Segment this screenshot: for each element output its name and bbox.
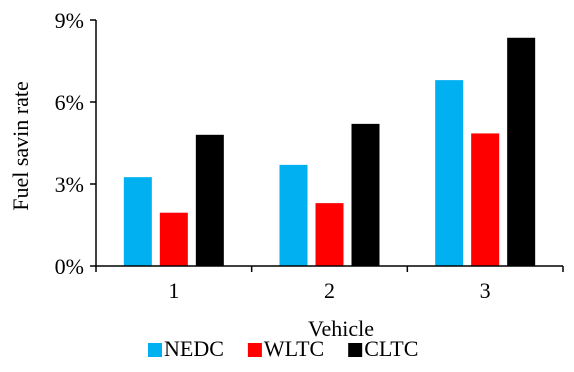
y-axis-title: Fuel savin rate [8, 81, 33, 211]
bar-cltc-vehicle-1 [195, 134, 224, 266]
legend-swatch-wltc [247, 343, 262, 357]
y-tick-label: 6% [55, 90, 84, 115]
x-tick-label: 2 [324, 278, 335, 303]
tick-labels-group: 0% 3% 6% 9% 1 2 3 [55, 8, 491, 303]
bar-cltc-vehicle-2 [351, 123, 380, 266]
x-tick-label: 3 [480, 278, 491, 303]
bar-wltc-vehicle-1 [159, 212, 188, 266]
bar-nedc-vehicle-1 [123, 177, 152, 266]
y-tick-label: 3% [55, 172, 84, 197]
x-tick-label: 1 [168, 278, 179, 303]
bar-nedc-vehicle-2 [279, 164, 308, 266]
bar-wltc-vehicle-3 [471, 133, 500, 266]
bar-nedc-vehicle-3 [435, 80, 464, 266]
legend-swatch-nedc [148, 343, 162, 357]
legend-label-cltc: CLTC [364, 336, 418, 361]
axes-group [90, 19, 564, 272]
bars-group [123, 37, 536, 267]
legend-label-nedc: NEDC [164, 336, 224, 361]
y-tick-label: 0% [55, 254, 84, 279]
bar-wltc-vehicle-2 [315, 203, 344, 266]
x-axis-title: Vehicle [308, 316, 374, 341]
y-tick-label: 9% [55, 8, 84, 33]
legend: NEDC WLTC CLTC [148, 336, 418, 361]
legend-swatch-cltc [348, 343, 363, 357]
bar-cltc-vehicle-3 [507, 37, 536, 267]
legend-label-wltc: WLTC [264, 336, 324, 361]
